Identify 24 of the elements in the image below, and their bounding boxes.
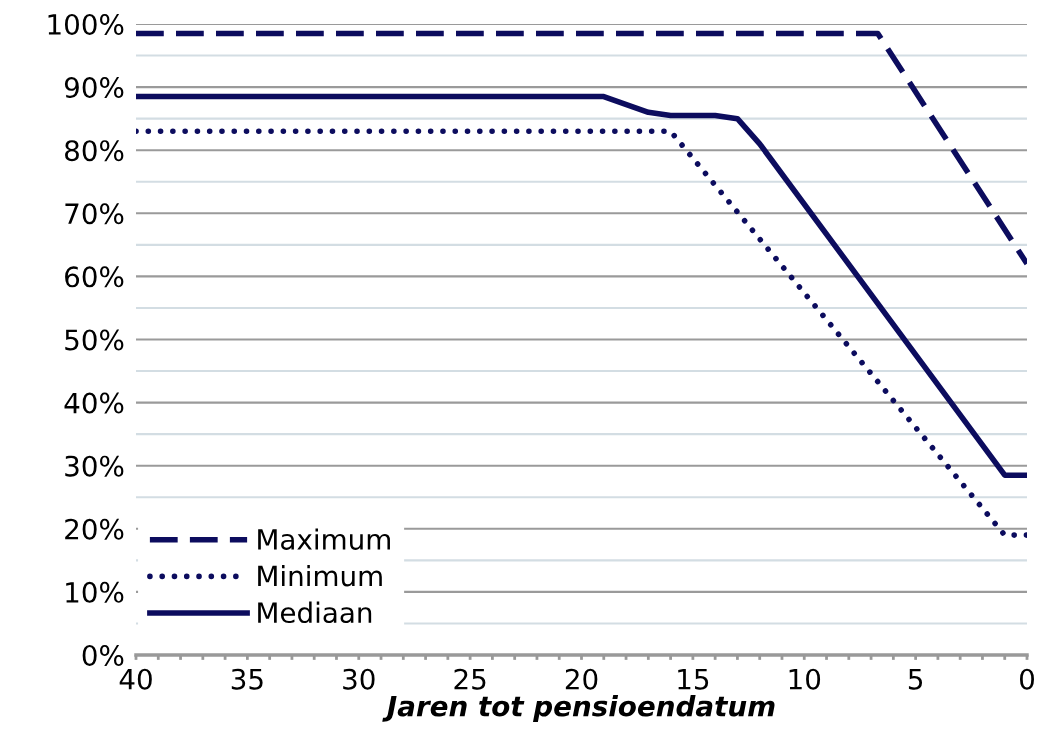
x-axis-title: Jaren tot pensioendatum [382,695,775,722]
x-tick-label: 40 [119,668,152,690]
x-tick-label: 20 [565,668,598,690]
y-tick-label: 30% [65,455,124,477]
legend-label: Mediaan [258,601,372,624]
x-tick-label: 10 [789,668,821,690]
y-tick-label: 0% [82,644,124,666]
x-tick-label: 30 [343,668,375,690]
y-tick-label: 50% [65,329,124,351]
y-tick-label: 100% [48,13,124,35]
y-tick-label: 20% [65,518,124,540]
y-tick-label: 40% [64,392,124,414]
legend-label: Maximum [258,528,390,550]
y-tick-label: 60% [65,266,124,288]
x-tick-label: 25 [454,668,486,690]
y-tick-label: 70% [65,203,124,225]
y-tick-label: 10% [66,581,124,603]
legend-label: Minimum [258,565,382,587]
x-tick-label: 5 [908,669,923,690]
x-tick-label: 0 [1019,668,1034,690]
y-tick-label: 80% [65,140,124,162]
y-tick-label: 90% [64,77,124,99]
x-tick-label: 15 [678,669,709,690]
x-tick-label: 35 [231,668,263,690]
